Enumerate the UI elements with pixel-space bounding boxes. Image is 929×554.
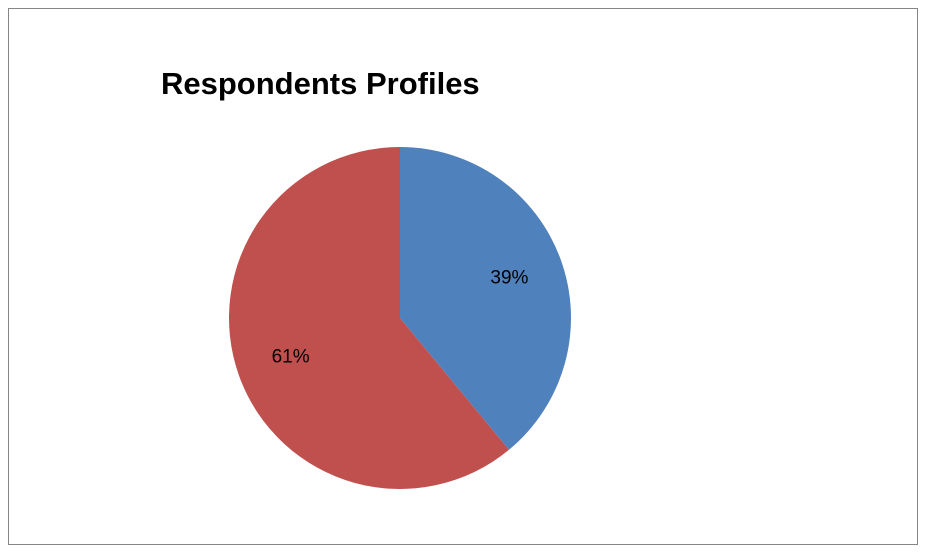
slice-data-label-1: 61% (272, 346, 310, 367)
chart-title: Respondents Profiles (161, 66, 480, 101)
pie-slice-0 (400, 147, 572, 450)
slice-data-label-0: 39% (490, 268, 528, 289)
pie-slice-1 (228, 147, 509, 489)
